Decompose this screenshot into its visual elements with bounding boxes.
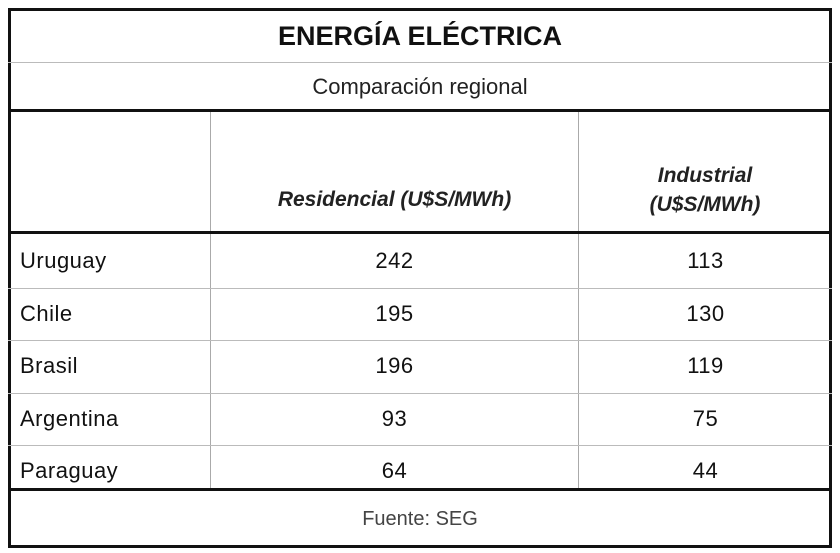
- table-cell: 64: [381, 458, 408, 484]
- table-cell: 119: [687, 353, 724, 379]
- row-line: [8, 445, 832, 446]
- table-cell: 44: [692, 458, 719, 484]
- row-label: Brasil: [20, 353, 79, 379]
- divider: [8, 109, 832, 112]
- table-cell: 130: [686, 300, 725, 326]
- row-label: Uruguay: [20, 248, 107, 274]
- column-line: [578, 112, 579, 490]
- column-header: Residencial (U$S/MWh): [277, 188, 512, 212]
- table-subtitle: Comparación regional: [312, 74, 528, 99]
- table-cell: 196: [375, 353, 414, 379]
- table-cell: 242: [375, 248, 414, 274]
- row-label: Chile: [20, 300, 73, 326]
- table-cell: 93: [381, 405, 408, 431]
- row-line: [8, 392, 832, 394]
- table-cell: 113: [687, 248, 724, 274]
- column-line: [210, 112, 211, 490]
- table-cell: 195: [375, 300, 414, 326]
- row-label: Paraguay: [20, 458, 119, 484]
- column-header: Industrial (U$S/MWh): [649, 163, 761, 216]
- table-frame: [8, 8, 832, 548]
- table-title: ENERGÍA ELÉCTRICA: [277, 20, 562, 51]
- row-label: Argentina: [20, 405, 119, 431]
- divider: [8, 231, 832, 234]
- table-cell: 75: [692, 405, 719, 431]
- row-line: [8, 287, 832, 289]
- table-footer: Fuente: SEG: [362, 508, 478, 530]
- divider: [8, 488, 832, 491]
- divider: [8, 62, 832, 63]
- row-line: [8, 340, 832, 341]
